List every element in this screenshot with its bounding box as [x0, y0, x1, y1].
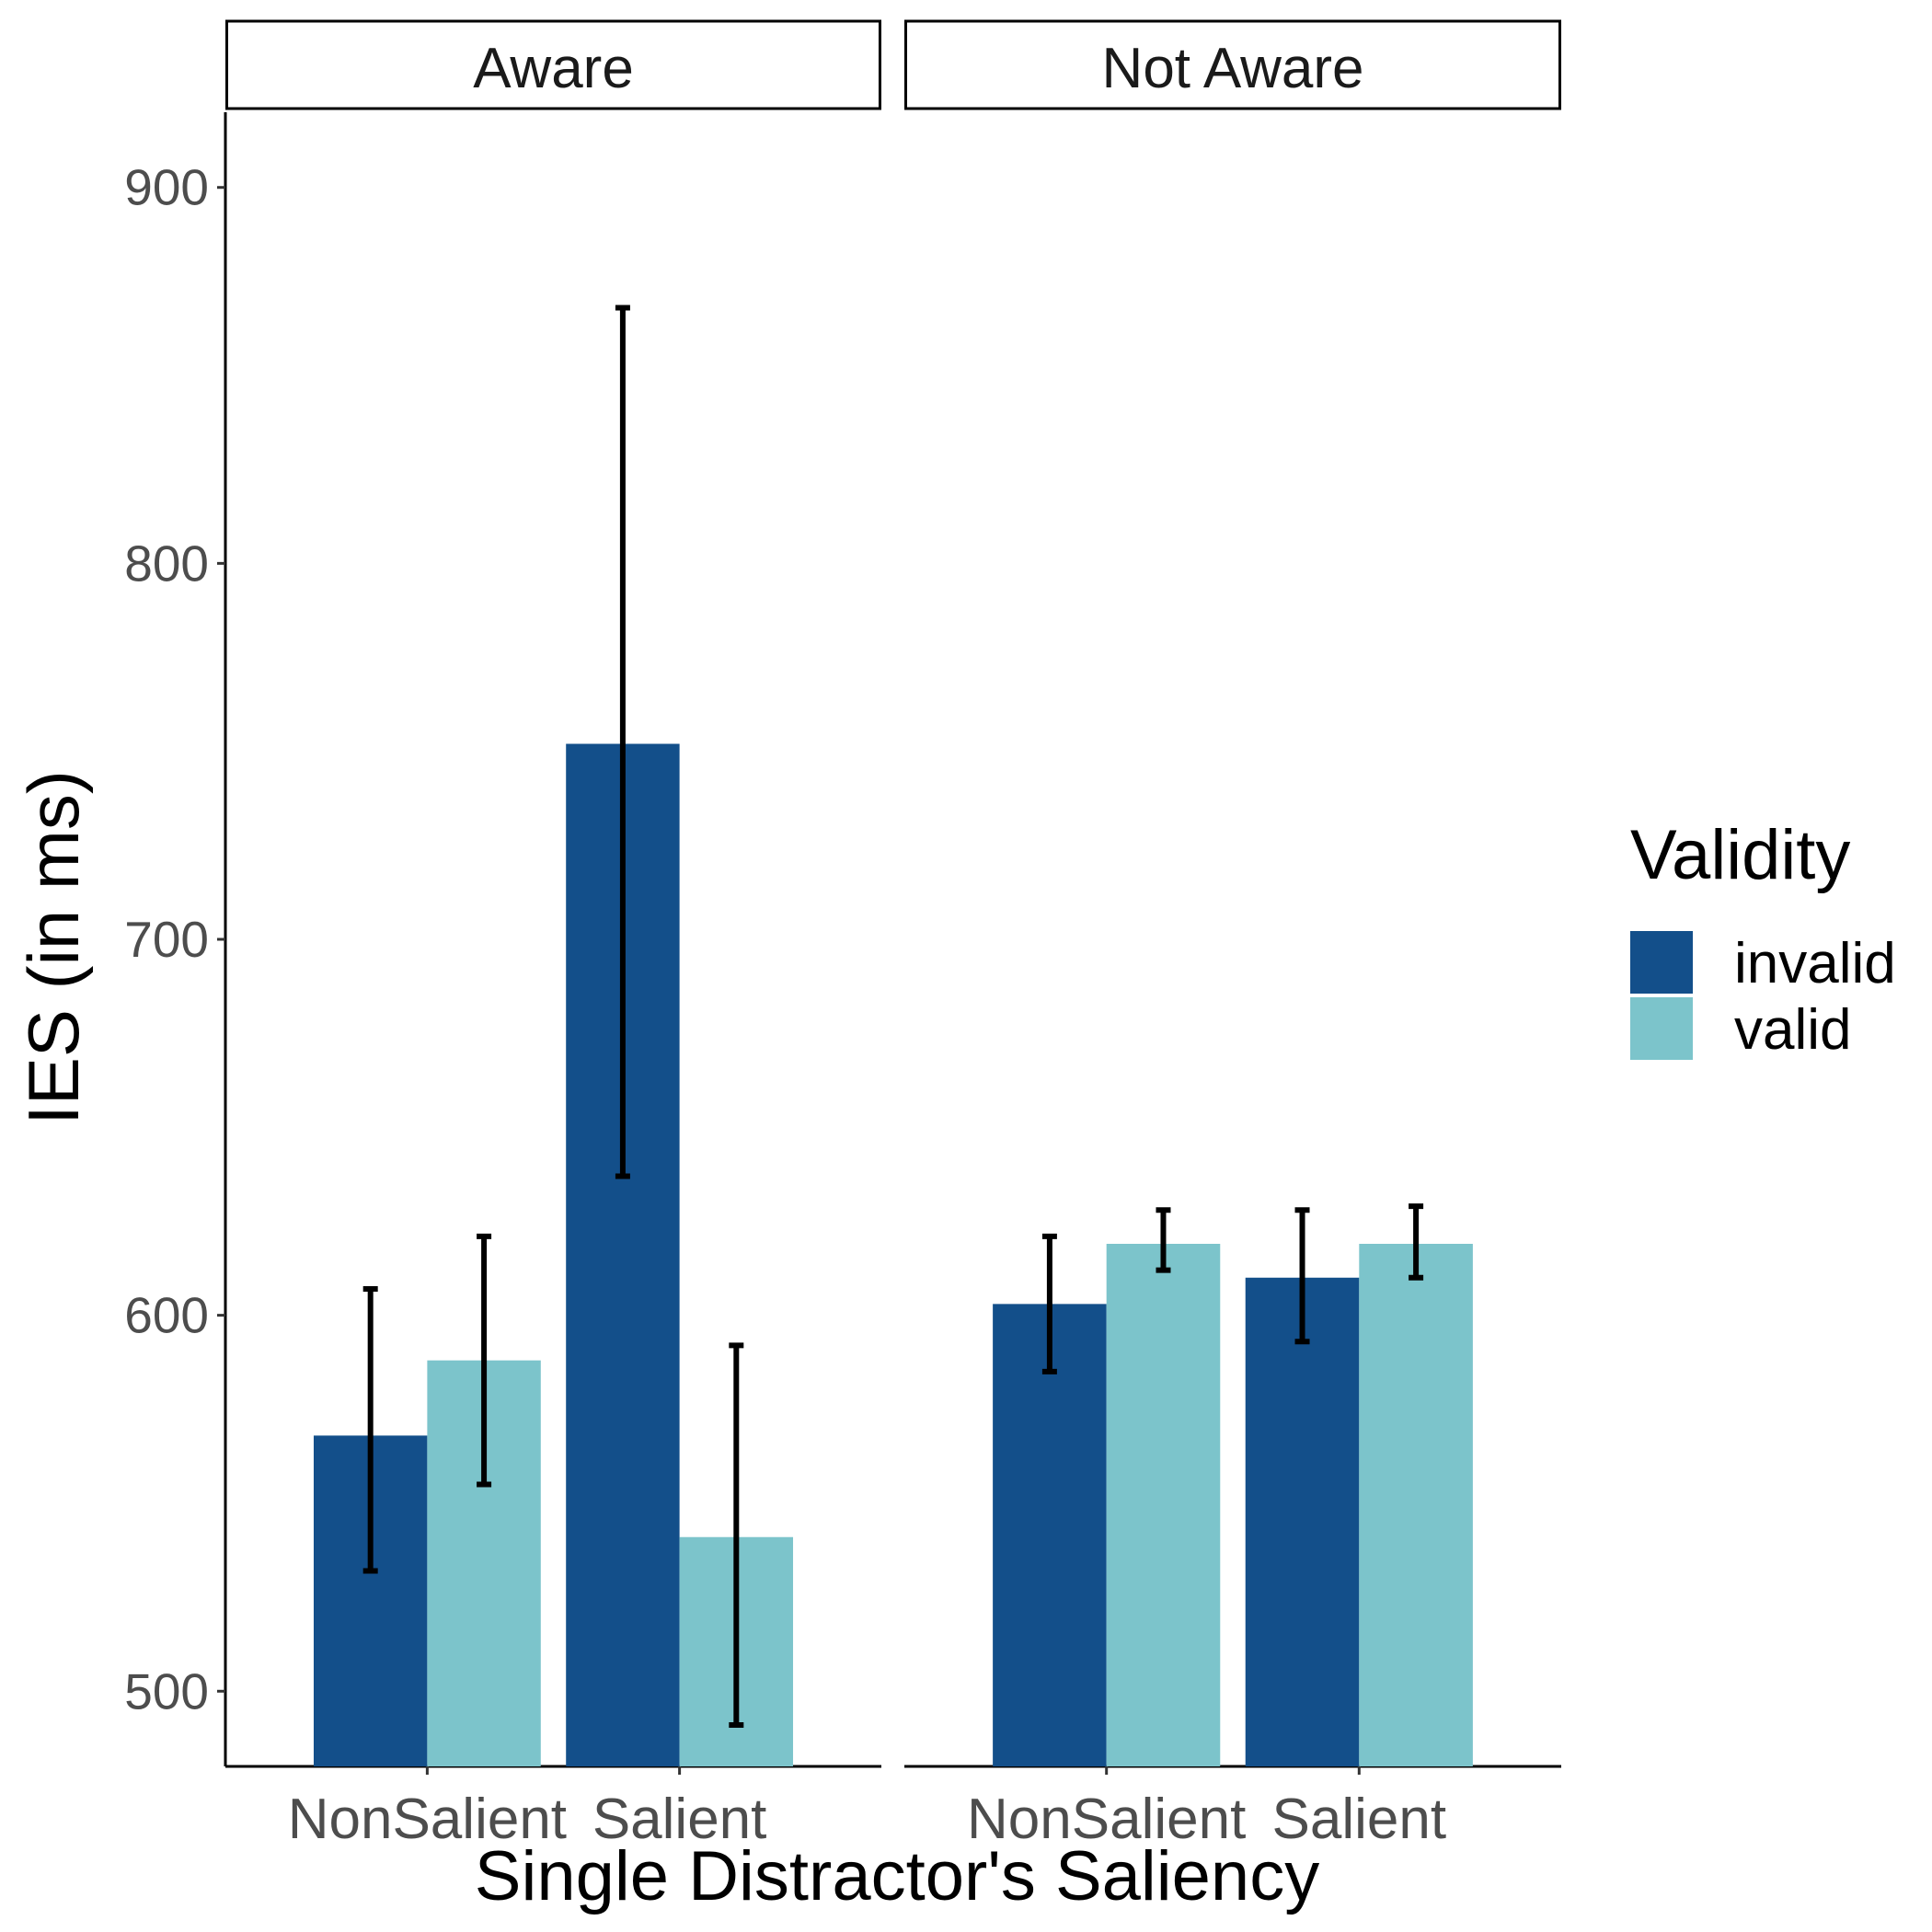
y-tick-label: 900	[124, 159, 209, 216]
x-tick-label: Salient	[592, 1788, 767, 1851]
error-bar-valid	[729, 1342, 744, 1729]
y-tick-label: 700	[124, 911, 209, 968]
facet-aware: Aware NonSalient Salient	[225, 19, 881, 1851]
error-bar-valid	[1409, 1203, 1424, 1281]
bar-valid	[1106, 1243, 1221, 1766]
facets: Aware NonSalient Salient Not Aware NonSalien…	[225, 19, 1561, 1851]
y-tick-label: 600	[124, 1287, 209, 1344]
error-bar-invalid	[615, 305, 630, 1179]
facet-strip	[225, 19, 881, 110]
y-axis: 500 600 700 800 900	[124, 112, 227, 1766]
error-bar-invalid	[1294, 1207, 1310, 1345]
facet-not-aware: Not Aware NonSalient Salient	[904, 19, 1561, 1851]
facet-strip-label: Aware	[473, 37, 634, 100]
facet-strip	[904, 19, 1561, 110]
x-tick-label: Salient	[1272, 1788, 1447, 1851]
legend-key-valid	[1630, 997, 1693, 1060]
legend-label-invalid: invalid	[1734, 932, 1896, 995]
y-axis-title: IES (in ms)	[13, 770, 94, 1125]
x-tick-label: NonSalient	[967, 1788, 1246, 1851]
error-bar-invalid	[1041, 1233, 1057, 1374]
bar-invalid	[1245, 1277, 1360, 1766]
legend-label-valid: valid	[1734, 998, 1852, 1062]
legend-key-invalid	[1630, 931, 1693, 994]
y-tick-label: 500	[124, 1662, 209, 1719]
bar-invalid	[993, 1304, 1107, 1766]
error-bar-invalid	[362, 1286, 378, 1574]
facet-strip-label: Not Aware	[1102, 37, 1364, 100]
bar-valid	[1359, 1243, 1473, 1766]
y-tick-label: 800	[124, 535, 209, 592]
x-axis-title: Single Distractor's Saliency	[475, 1837, 1319, 1915]
legend-title: Validity	[1630, 816, 1850, 894]
error-bar-valid	[477, 1233, 492, 1488]
error-bar-valid	[1156, 1207, 1171, 1273]
x-tick-label: NonSalient	[288, 1788, 567, 1851]
